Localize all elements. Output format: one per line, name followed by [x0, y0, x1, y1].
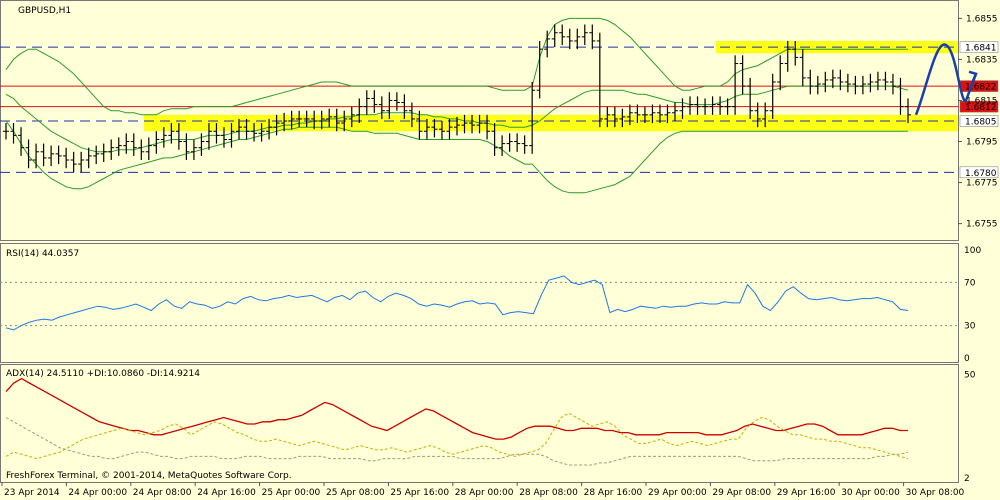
x-tick-label: 29 Apr 08:00 [712, 488, 771, 498]
x-tick-label: 25 Apr 08:00 [326, 488, 385, 498]
projection-arrow-head [968, 70, 978, 82]
adx-series-line [5, 377, 908, 440]
level-price-label: 1.6812 [965, 103, 997, 113]
price-panel-title: GBPUSD,H1 [18, 6, 71, 16]
rsi-y-tick-label: 70 [964, 278, 976, 288]
price-panel: 1.6841 1.6822 1.6812 1.6805 1.6780 1.6855 1.68… [0, 14, 999, 230]
level-price-label: 1.6841 [965, 44, 997, 54]
level-price-tag [959, 41, 999, 53]
rsi-y-tick-label: 30 [964, 322, 976, 332]
x-tick-label: 28 Apr 16:00 [584, 488, 643, 498]
rsi-y-tick-label: 100 [964, 246, 981, 256]
level-price-tag [959, 100, 999, 113]
rsi-panel-title: RSI(14) 44.0357 [6, 249, 79, 259]
rsi-panel-frame [0, 243, 959, 363]
x-tick-label: 24 Apr 00:00 [68, 488, 127, 498]
level-price-tag [959, 115, 999, 127]
x-tick-label: 30 Apr 00:00 [841, 488, 900, 498]
rsi-panel: 100 70 30 0 [0, 246, 981, 364]
support-resistance-zone [144, 114, 958, 132]
y-tick-label: 1.6755 [966, 220, 998, 230]
x-tick-label: 29 Apr 16:00 [777, 488, 836, 498]
adx-panel-frame [0, 364, 959, 483]
x-tick-label: 24 Apr 08:00 [133, 488, 192, 498]
adx-panel-title: ADX(14) 24.5110 +DI:10.0860 -DI:14.9214 [6, 369, 200, 379]
x-tick-label: 29 Apr 00:00 [648, 488, 707, 498]
footer-copyright: FreshForex Terminal, © 2001-2014, MetaQu… [6, 471, 292, 481]
adx-y-tick-label: 50 [964, 370, 976, 380]
rsi-line [5, 275, 909, 331]
level-price-tag [959, 166, 999, 179]
x-tick-label: 28 Apr 08:00 [519, 488, 578, 498]
y-tick-label: 1.6775 [966, 179, 998, 189]
level-price-label: 1.6780 [965, 169, 997, 179]
adx-panel: 50 2 [5, 370, 976, 484]
upper-band-line [5, 17, 908, 116]
x-tick-label: 28 Apr 00:00 [455, 488, 514, 498]
projection-arrow [914, 43, 978, 116]
level-price-label: 1.6805 [965, 118, 997, 128]
x-tick-label: 25 Apr 00:00 [262, 488, 321, 498]
level-price-label: 1.6822 [965, 83, 997, 93]
y-tick-label: 1.6815 [966, 96, 998, 106]
rsi-y-tick-label: 0 [964, 354, 970, 364]
x-axis: 23 Apr 2014 24 Apr 00:00 24 Apr 08:00 24 Ap… [1, 482, 965, 498]
lower-band-line [5, 120, 908, 194]
adx-series-line [5, 412, 909, 460]
x-tick-label: 23 Apr 2014 [4, 488, 60, 498]
x-tick-label: 25 Apr 16:00 [390, 488, 449, 498]
adx-series-line [5, 417, 909, 466]
adx-y-tick-label: 2 [964, 474, 970, 484]
y-tick-label: 1.6855 [966, 14, 998, 24]
x-tick-label: 30 Apr 08:00 [906, 488, 965, 498]
y-tick-label: 1.6835 [966, 55, 998, 65]
x-tick-label: 24 Apr 16:00 [197, 488, 256, 498]
y-tick-label: 1.6795 [966, 138, 998, 148]
